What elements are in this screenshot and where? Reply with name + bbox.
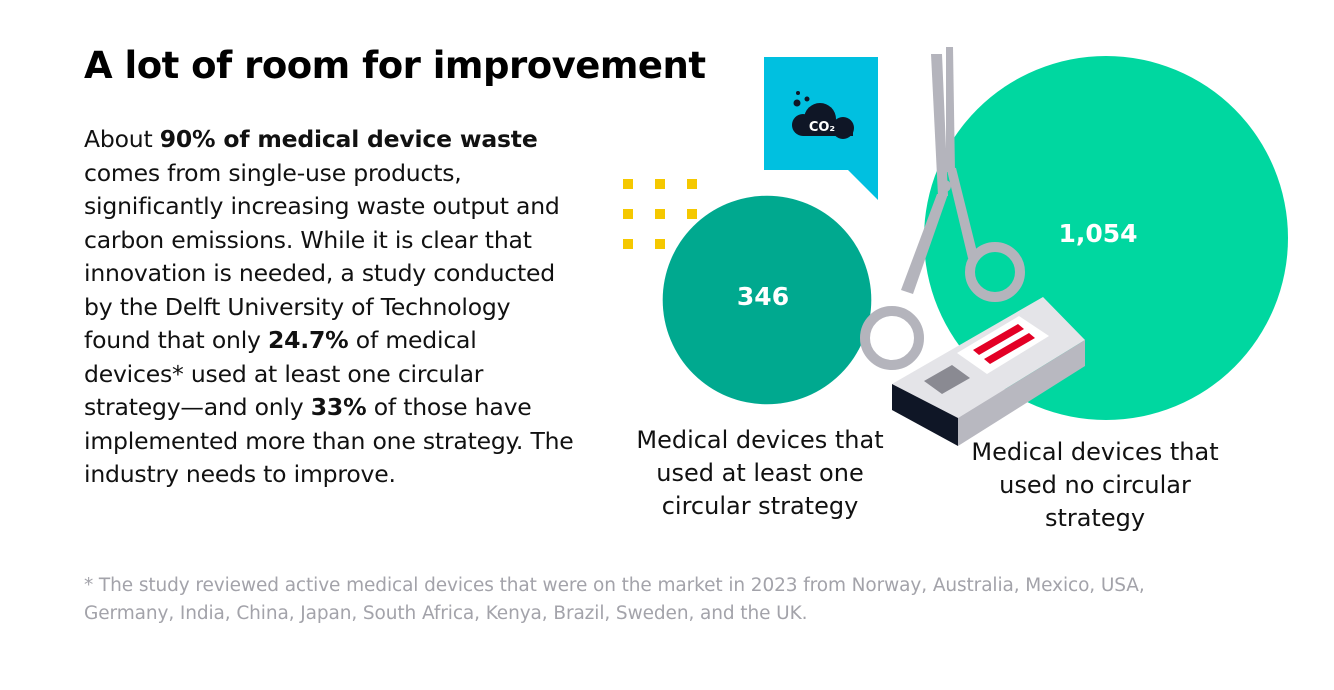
scissor-blade-left (931, 54, 948, 196)
body-bold-percent-circular: 24.7% (268, 326, 349, 354)
cloud-part (803, 124, 853, 136)
test-line-1 (973, 324, 1024, 355)
test-line-2 (984, 333, 1035, 364)
co2-speech-icon: CO₂ (764, 57, 878, 200)
co2-icon-text: CO₂ (809, 120, 835, 135)
scissor-ring-right (965, 242, 1025, 302)
cloud-icon (792, 91, 854, 139)
scissor-shank-left (901, 194, 948, 294)
bubble-dot (796, 91, 800, 95)
scissor-ring-left (860, 306, 924, 370)
dot (623, 179, 633, 189)
dot (655, 239, 665, 249)
dot (655, 209, 665, 219)
category-label-no-strategy: Medical devices that used no circular st… (971, 438, 1219, 532)
body-text-2: comes from single-use products, signific… (84, 158, 560, 355)
body-bold-percent-multiple: 33% (310, 393, 367, 421)
footnote: * The study reviewed active medical devi… (84, 575, 1145, 624)
body-paragraph: About 90% of medical device waste comes … (84, 123, 574, 492)
bubble-value-label-no-strategy: 1,054 (1058, 219, 1137, 248)
test-strip-window (957, 316, 1049, 374)
body-text-1: About (84, 125, 160, 153)
scissor-shank-right (946, 166, 978, 258)
test-strip-side (958, 340, 1085, 446)
dot (687, 209, 697, 219)
scissors-illustration (860, 47, 1025, 370)
dot (623, 239, 633, 249)
dot-grid-decoration (623, 179, 697, 249)
body-text-4: of those have implemented more than one … (84, 393, 574, 488)
scissor-pivot (939, 180, 951, 192)
bubble-small-at-least-one-strategy (662, 195, 872, 405)
test-strip-pad (924, 365, 970, 394)
test-strip-illustration (892, 297, 1085, 446)
category-label-at-least-one-strategy: Medical devices that used at least one c… (636, 426, 884, 520)
co2-box-tail (848, 170, 878, 200)
bubble-dot (804, 96, 810, 102)
dot (655, 179, 665, 189)
bubble-dot (793, 99, 801, 107)
page-title: A lot of room for improvement (84, 44, 706, 87)
dot (623, 209, 633, 219)
body-text-3: of medical devices* used at least one ci… (84, 326, 484, 421)
bubble-value-label-at-least-one: 346 (737, 282, 789, 311)
dot (687, 179, 697, 189)
scissor-blade-right (946, 47, 955, 172)
test-strip-front (892, 384, 958, 446)
body-bold-waste: 90% of medical device waste (159, 125, 538, 153)
